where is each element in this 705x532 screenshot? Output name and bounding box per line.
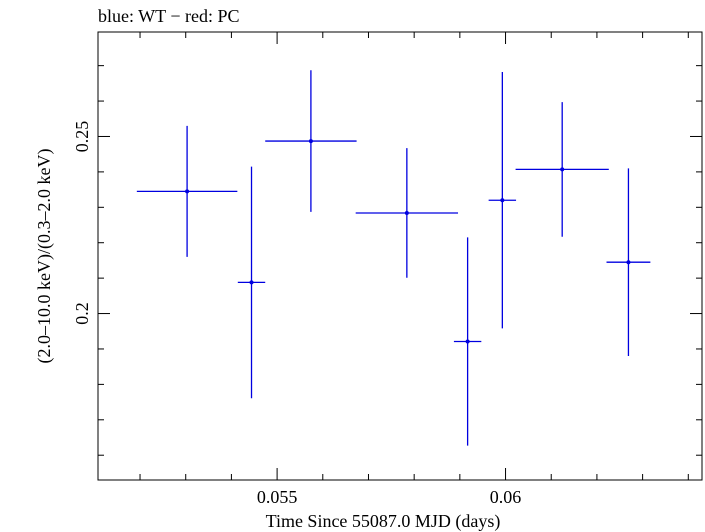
y-axis-label: (2.0–10.0 keV)/(0.3–2.0 keV): [34, 149, 55, 364]
data-series: [136, 70, 651, 446]
y-tick-label: 0.25: [72, 121, 92, 153]
data-point: [237, 166, 266, 399]
data-point: [515, 102, 609, 237]
point-marker: [249, 280, 254, 285]
x-axis-label: Time Since 55087.0 MJD (days): [266, 511, 501, 532]
chart-title: blue: WT − red: PC: [98, 6, 239, 26]
point-marker: [185, 189, 190, 194]
data-point: [136, 125, 238, 257]
axis-ticks: [98, 32, 702, 480]
point-marker: [626, 260, 631, 265]
axis-tick-labels: 0.055 0.06 0.2 0.25: [72, 121, 521, 507]
point-marker: [404, 210, 409, 215]
data-point: [265, 70, 357, 212]
data-point: [488, 72, 517, 329]
data-point: [453, 237, 482, 446]
x-tick-label: 0.055: [257, 487, 298, 507]
x-tick-label: 0.06: [490, 487, 522, 507]
point-marker: [560, 167, 565, 172]
point-marker: [308, 139, 313, 144]
point-marker: [500, 198, 505, 203]
plot-frame: [97, 31, 703, 481]
point-marker: [465, 339, 470, 344]
data-point: [606, 168, 651, 357]
y-tick-label: 0.2: [72, 302, 92, 325]
data-point: [355, 148, 459, 278]
